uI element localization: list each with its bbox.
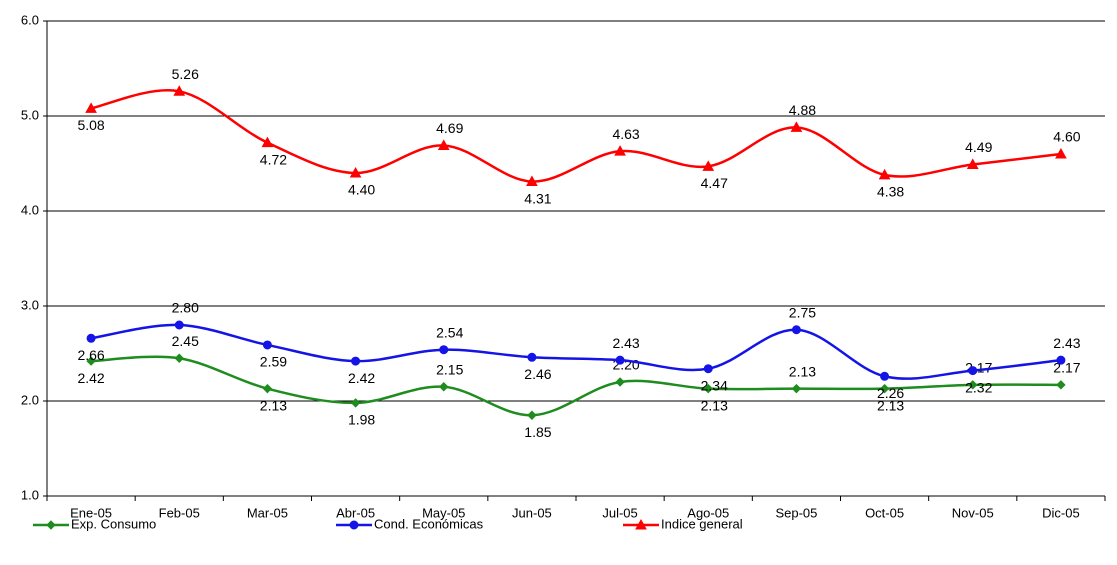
data-point (1055, 147, 1067, 159)
data-label: 2.43 (1053, 335, 1080, 351)
x-tick-label: May-05 (422, 505, 465, 520)
data-label: 2.26 (877, 385, 904, 401)
data-point (615, 355, 625, 365)
legend-marker (46, 520, 56, 530)
data-label: 2.34 (701, 377, 728, 393)
data-point (791, 383, 802, 394)
data-point (174, 320, 184, 330)
x-tick-label: Feb-05 (159, 505, 200, 520)
data-point (615, 377, 625, 387)
data-label: 4.31 (524, 190, 551, 206)
data-label: 4.49 (965, 139, 992, 155)
x-tick-label: Jul-05 (602, 505, 637, 520)
data-label: 4.69 (436, 120, 463, 136)
data-point (85, 102, 97, 113)
legend-marker (349, 520, 359, 530)
data-label: 1.85 (524, 424, 551, 440)
data-point (878, 168, 891, 180)
y-tick-label: 4.0 (21, 202, 39, 217)
x-tick-label: Sep-05 (775, 505, 817, 520)
data-point (527, 410, 537, 420)
legend-label: Indice general (661, 516, 743, 531)
data-label: 2.42 (348, 370, 375, 386)
data-point (879, 383, 890, 394)
legend-label: Exp. Consumo (71, 516, 156, 531)
data-point (439, 345, 449, 355)
data-point (86, 333, 96, 343)
data-point (439, 382, 449, 392)
data-label: 4.88 (789, 102, 816, 118)
data-point (262, 383, 273, 394)
series-line (90, 89, 1062, 183)
data-label: 4.63 (612, 126, 639, 142)
data-label: 2.13 (789, 363, 816, 379)
legend-marker (635, 518, 647, 530)
data-point (173, 85, 186, 96)
y-tick-label: 1.0 (21, 487, 39, 502)
data-point (702, 160, 715, 171)
data-point (262, 340, 272, 350)
data-label: 2.43 (612, 335, 639, 351)
data-point (351, 356, 361, 366)
data-label: 2.75 (789, 304, 816, 320)
x-tick-label: Ago-05 (687, 505, 729, 520)
data-label: 2.45 (172, 333, 199, 349)
x-tick-label: Nov-05 (952, 505, 994, 520)
data-point (1056, 355, 1066, 365)
legend-label: Cond. Económicas (374, 516, 484, 531)
series-line (90, 323, 1062, 380)
data-point (174, 353, 184, 363)
data-point (527, 352, 537, 362)
data-label: 2.54 (436, 324, 463, 340)
data-label: 4.72 (260, 151, 287, 167)
y-tick-label: 2.0 (21, 392, 39, 407)
x-tick-label: Abr-05 (336, 505, 375, 520)
y-tick-label: 3.0 (21, 297, 39, 312)
x-tick-label: Jun-05 (512, 505, 552, 520)
y-tick-label: 5.0 (21, 107, 39, 122)
data-point (349, 166, 362, 178)
x-tick-label: Dic-05 (1042, 505, 1080, 520)
x-tick-label: Oct-05 (865, 505, 904, 520)
data-point (791, 325, 801, 335)
data-label: 5.26 (172, 66, 199, 82)
data-label: 2.80 (172, 300, 199, 316)
data-label: 5.08 (77, 117, 104, 133)
y-tick-label: 6.0 (21, 12, 39, 27)
data-label: 2.15 (436, 361, 463, 377)
data-point (790, 121, 803, 132)
data-point (437, 139, 450, 150)
data-label: 2.13 (701, 397, 728, 413)
data-point (966, 158, 979, 169)
data-point (968, 380, 978, 390)
data-point (86, 356, 96, 366)
data-point (350, 398, 361, 408)
data-label: 4.60 (1053, 129, 1080, 145)
series-line (91, 355, 1061, 417)
data-label: 2.42 (77, 370, 104, 386)
data-point (261, 136, 274, 148)
data-label: 2.66 (77, 347, 104, 363)
data-label: 2.59 (260, 354, 287, 370)
data-label: 4.38 (877, 184, 904, 200)
data-point (703, 383, 713, 394)
data-point (880, 371, 890, 381)
data-label: 2.13 (877, 397, 904, 413)
x-tick-label: Mar-05 (247, 505, 288, 520)
x-tick-label: Ene-05 (70, 505, 112, 520)
data-label: 2.46 (524, 366, 551, 382)
data-label: 4.40 (348, 182, 375, 198)
data-point (526, 175, 538, 187)
data-point (614, 145, 626, 156)
data-label: 2.13 (260, 397, 287, 413)
data-point (1056, 380, 1066, 390)
data-label: 4.47 (701, 175, 728, 191)
data-label: 2.32 (965, 379, 992, 395)
data-point (968, 366, 978, 376)
data-label: 1.98 (348, 412, 375, 428)
data-point (703, 364, 713, 374)
